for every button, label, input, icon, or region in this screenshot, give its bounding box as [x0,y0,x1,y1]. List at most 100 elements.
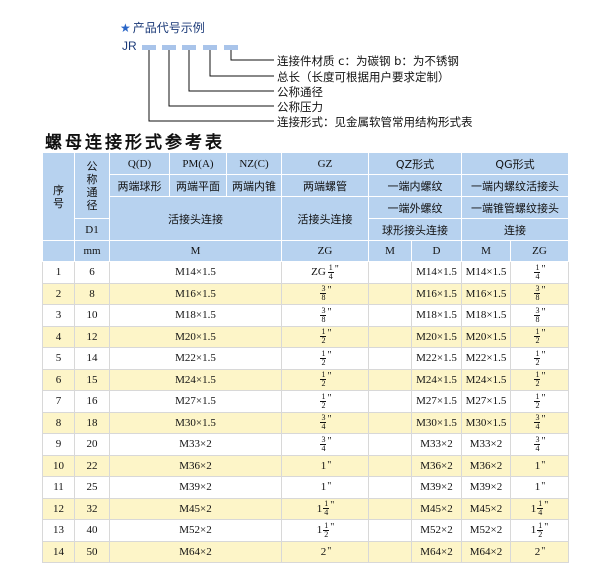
cell-qg-zg: 1 1 2 " [510,519,570,542]
qg-numerator: 3 [534,284,541,295]
zg-denominator: 4 [321,422,326,432]
qg-denominator: 2 [535,336,540,346]
inch-mark: " [327,459,332,471]
cell-dn: 20 [74,433,110,456]
zg-numerator: 1 [323,520,330,531]
cell-dn: 18 [74,411,110,434]
cell-m: M24×1.5 [109,368,282,391]
table-row: 14 50 M64×2 2" M64×2 M64×2 2" [42,540,570,563]
code-box-diameter [182,45,196,50]
cell-m: M14×1.5 [109,261,282,284]
qg-numerator: 1 [534,370,541,381]
legend-connection: 连接形式：见金属软管常用结构形式表 [277,115,473,129]
qg-denominator: 4 [538,508,543,518]
cell-qg-zg: 2" [510,540,570,563]
inch-mark: " [541,306,546,318]
legend-diameter: 公称通径 [277,85,323,99]
header-qz-d: D [410,240,463,262]
cell-zg: ZG 1 4 " [281,261,369,284]
qg-denominator: 2 [535,379,540,389]
cell-qg-m: M14×1.5 [461,261,512,284]
zg-denominator: 2 [321,400,326,410]
product-code-example: ★ 产品代号示例 JR 连接件材质 c：为碳钢 b：为不锈钢 总长（长度可根据用户… [0,0,600,130]
inch-mark: " [327,328,332,340]
cell-seq: 11 [42,476,75,499]
cell-m: M22×1.5 [109,347,282,370]
header-qz-joint: 球形接头连接 [367,218,463,241]
qg-numerator: 1 [534,262,541,273]
cell-seq: 8 [42,411,75,434]
inch-mark: " [330,521,335,533]
star-icon: ★ [120,21,131,35]
cell-seq: 1 [42,261,75,284]
qg-whole: 1 [530,502,537,515]
inch-mark: " [541,285,546,297]
inch-mark: " [541,392,546,404]
cell-qz-d: M64×2 [410,540,463,563]
code-prefix: JR [122,39,137,53]
table-row: 13 40 M52×2 1 1 2 " M52×2 M52×2 1 1 2 " [42,519,570,542]
cell-qg-zg: 3 4 " [510,411,570,434]
cell-qz-m [368,261,412,284]
cell-qz-m [368,519,412,542]
qg-numerator: 1 [537,499,544,510]
cell-zg: 3 8 " [281,304,369,327]
inch-mark: " [541,349,546,361]
header-qz-code: QZ形式 [367,152,463,175]
cell-qg-m: M30×1.5 [461,411,512,434]
cell-dn: 6 [74,261,110,284]
cell-qz-d: M52×2 [410,519,463,542]
inch-mark: " [541,459,546,471]
cell-qz-d: M30×1.5 [410,411,463,434]
header-qg-desc2: 一端锥管螺纹接头 [461,196,570,219]
cell-qg-m: M18×1.5 [461,304,512,327]
table-row: 2 8 M16×1.5 3 8 " M16×1.5 M16×1.5 3 8 " [42,282,570,305]
inch-mark: " [541,263,546,275]
cell-seq: 12 [42,497,75,520]
header-qg-joint: 连接 [461,218,570,241]
cell-qz-m [368,347,412,370]
cell-qg-m: M27×1.5 [461,390,512,413]
qg-denominator: 8 [535,293,540,303]
cell-seq: 14 [42,540,75,563]
qg-text: 1 [534,481,541,494]
cell-qz-m [368,282,412,305]
inch-mark: " [327,392,332,404]
cell-m: M16×1.5 [109,282,282,305]
header-pm-desc: 两端平面 [169,174,227,197]
cell-dn: 25 [74,476,110,499]
nut-connection-table: 序号 公称通径 Q(D) PM(A) NZ(C) GZ QZ形式 QG形式 两端… [42,152,570,563]
header-d1: D1 [74,218,110,241]
code-box-pressure [162,45,176,50]
zg-numerator: 1 [320,348,327,359]
table-title: 螺母连接形式参考表 [45,133,225,153]
table-row: 1 6 M14×1.5 ZG 1 4 " M14×1.5 M14×1.5 1 4 " [42,261,570,284]
header-qg-desc1: 一端内螺纹活接头 [461,174,570,197]
header-nominal: 公称通径 [74,152,110,219]
zg-denominator: 2 [324,529,329,539]
qg-denominator: 8 [535,314,540,324]
header-seq: 序号 [42,152,75,241]
cell-zg: 2" [281,540,369,563]
header-qg-code: QG形式 [461,152,570,175]
cell-dn: 8 [74,282,110,305]
cell-qz-d: M22×1.5 [410,347,463,370]
header-mm: mm [74,240,110,262]
cell-qz-d: M27×1.5 [410,390,463,413]
cell-qg-m: M16×1.5 [461,282,512,305]
header-pm-code: PM(A) [169,152,227,175]
cell-m: M18×1.5 [109,304,282,327]
cell-qz-d: M18×1.5 [410,304,463,327]
cell-qz-d: M36×2 [410,454,463,477]
